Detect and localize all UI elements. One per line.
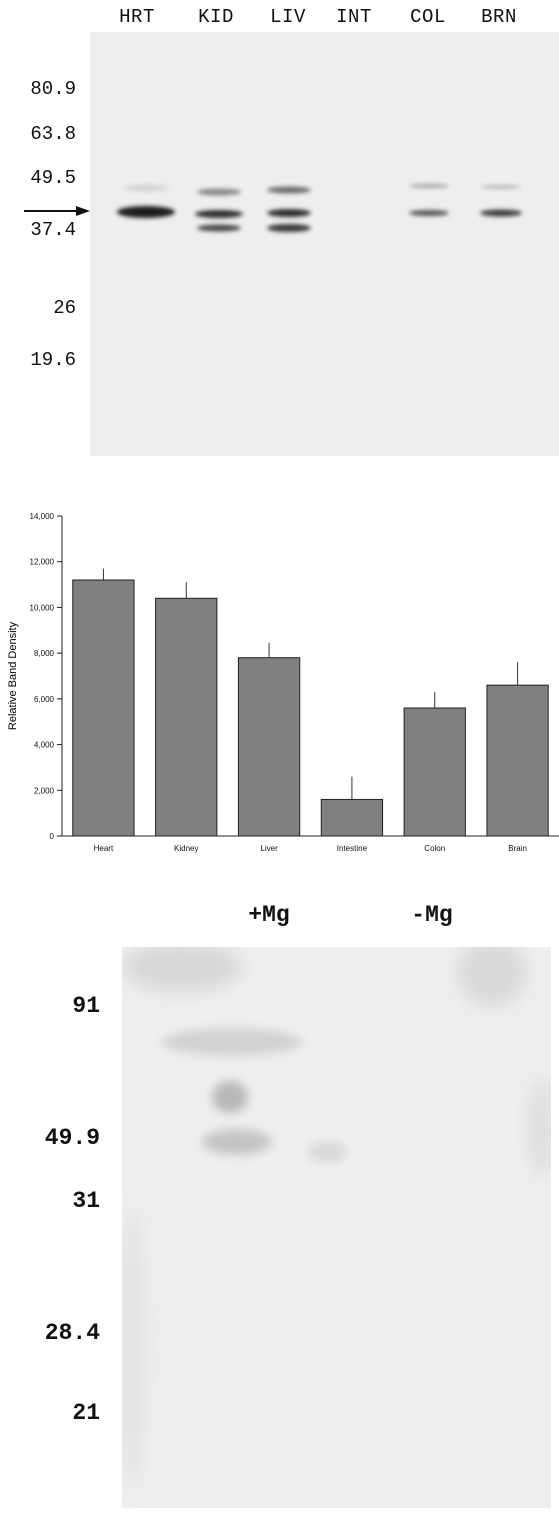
smear-mid-spot: [212, 1081, 248, 1113]
mw-marker-49-5: 49.5: [30, 167, 76, 189]
gel-membrane: [118, 937, 556, 1508]
mw-marker-21: 21: [72, 1400, 100, 1426]
smear-right-faint: [307, 1142, 347, 1162]
smear-top-left: [122, 942, 242, 992]
band-colon-main: [409, 210, 449, 216]
bar-intestine: [320, 798, 384, 837]
mg-gel-panel: +Mg -Mg 91 49.9 31 28.4 21: [0, 880, 559, 1508]
bar-heart: [72, 579, 135, 837]
lane-label-liv: LIV: [270, 6, 306, 28]
y-tick-label: 8,000: [34, 649, 55, 658]
y-axis-label: Relative Band Density: [7, 621, 19, 730]
y-tick-label: 0: [50, 832, 55, 841]
lane-label-kid: KID: [198, 6, 234, 28]
y-tick-label: 12,000: [30, 558, 55, 567]
lane-label-int: INT: [336, 6, 372, 28]
band-arrow-icon: [24, 206, 90, 216]
y-ticks: 0 2,000 4,000 6,000 8,000 10,000 12,000 14,000: [30, 512, 62, 841]
y-tick-label: 14,000: [30, 512, 55, 521]
condition-label-minus-mg: -Mg: [411, 902, 453, 928]
mw-marker-80-9: 80.9: [30, 78, 76, 100]
band-kidney-lower: [197, 224, 241, 232]
band-kidney-upper: [197, 188, 241, 196]
bar-liver: [237, 657, 301, 837]
smear-top-right: [457, 937, 527, 1007]
mw-marker-19-6: 19.6: [30, 349, 76, 371]
band-liver-upper: [267, 186, 311, 194]
mw-marker-63-8: 63.8: [30, 123, 76, 145]
gel-smears: [118, 937, 556, 1487]
lane-label-hrt: HRT: [119, 6, 155, 28]
bar-kidney: [155, 597, 218, 837]
band-liver-main: [267, 209, 311, 217]
mw-marker-28-4: 28.4: [44, 1320, 100, 1346]
bar-brain: [486, 684, 549, 837]
band-heart-main: [117, 206, 175, 218]
y-tick-label: 4,000: [34, 741, 55, 750]
y-tick-label: 10,000: [30, 603, 55, 612]
x-tick-label: Kidney: [174, 844, 198, 853]
band-brain-main: [480, 209, 522, 217]
band-heart-faint: [124, 186, 168, 190]
x-tick-label: Colon: [424, 844, 445, 853]
lane-label-brn: BRN: [481, 6, 517, 28]
band-brain-upper: [481, 185, 521, 189]
y-tick-label: 6,000: [34, 695, 55, 704]
smear-lower: [202, 1129, 272, 1155]
mw-marker-37-4: 37.4: [30, 219, 76, 241]
smear-upper: [162, 1028, 302, 1056]
blot-membrane: [90, 32, 559, 456]
band-liver-lower: [267, 224, 311, 232]
condition-label-plus-mg: +Mg: [248, 902, 290, 928]
bar-chart-svg: 02,0004,0006,0008,00010,00012,00014,000 …: [7, 512, 559, 853]
band-colon-upper: [409, 183, 449, 189]
band-kidney-main: [195, 210, 243, 218]
edge-shade-right: [528, 1077, 556, 1177]
lane-label-col: COL: [410, 6, 446, 28]
western-blot-panel: HRT KID LIV INT COL BRN 80.9 63.8 49.5 3…: [0, 0, 559, 460]
band-density-chart: 0 2,000 4,000 6,000 8,000 10,000 12,000 14,000 …: [0, 495, 559, 860]
x-tick-label: Heart: [94, 844, 114, 853]
x-tick-label: Liver: [260, 844, 278, 853]
mw-marker-91: 91: [72, 993, 100, 1019]
edge-shade-left: [118, 1207, 146, 1487]
blot-bands: [117, 183, 522, 232]
x-tick-label: Intestine: [337, 844, 368, 853]
x-tick-labels: Heart Kidney Liver Intestine Colon Brain: [94, 844, 527, 853]
bars: [72, 568, 549, 837]
mw-marker-26: 26: [53, 297, 76, 319]
mw-marker-49-9: 49.9: [44, 1125, 100, 1151]
mw-marker-31: 31: [72, 1188, 100, 1214]
x-tick-label: Brain: [508, 844, 527, 853]
bar-colon: [403, 707, 466, 837]
y-tick-label: 2,000: [34, 786, 55, 795]
